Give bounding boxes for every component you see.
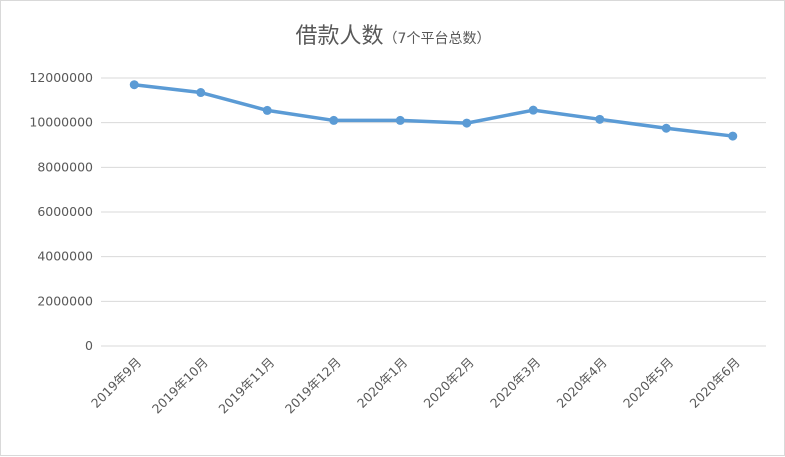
y-tick-label: 8000000 [37, 159, 93, 174]
data-point [262, 105, 272, 115]
data-point [395, 115, 405, 125]
x-tick-label: 2020年6月 [686, 355, 742, 411]
data-point [728, 131, 738, 141]
data-point [595, 114, 605, 124]
x-tick-label: 2020年2月 [420, 355, 476, 411]
y-tick-label: 10000000 [29, 115, 93, 130]
x-tick-label: 2019年12月 [282, 355, 344, 417]
x-axis-ticks: 2019年9月 2019年10月 2019年11月 2019年12月 2020年1月 20… [88, 355, 743, 417]
x-tick-label: 2019年9月 [88, 355, 144, 411]
data-point [329, 115, 339, 125]
gridlines [101, 77, 766, 347]
y-tick-label: 0 [85, 338, 93, 353]
data-point [129, 80, 139, 90]
data-point [528, 105, 538, 115]
series-group [129, 80, 738, 141]
x-tick-label: 2019年11月 [215, 355, 277, 417]
x-tick-label: 2019年10月 [149, 355, 211, 417]
y-axis-ticks: 0 2000000 4000000 6000000 8000000 10000000 120… [29, 70, 93, 353]
x-tick-label: 2020年5月 [620, 355, 676, 411]
y-tick-label: 12000000 [29, 70, 93, 85]
x-tick-label: 2020年3月 [487, 355, 543, 411]
y-tick-label: 4000000 [37, 249, 93, 264]
chart-title-sub: （7个平台总数） [384, 31, 491, 47]
data-point [196, 88, 206, 98]
y-tick-label: 6000000 [37, 204, 93, 219]
data-point [462, 118, 472, 128]
x-tick-label: 2020年4月 [553, 355, 609, 411]
y-tick-label: 2000000 [37, 293, 93, 308]
chart-title: 借款人数（7个平台总数） [296, 24, 491, 49]
chart-title-main: 借款人数 [296, 24, 384, 49]
x-tick-label: 2020年1月 [354, 355, 410, 411]
data-point [661, 123, 671, 133]
series-line [132, 82, 735, 138]
